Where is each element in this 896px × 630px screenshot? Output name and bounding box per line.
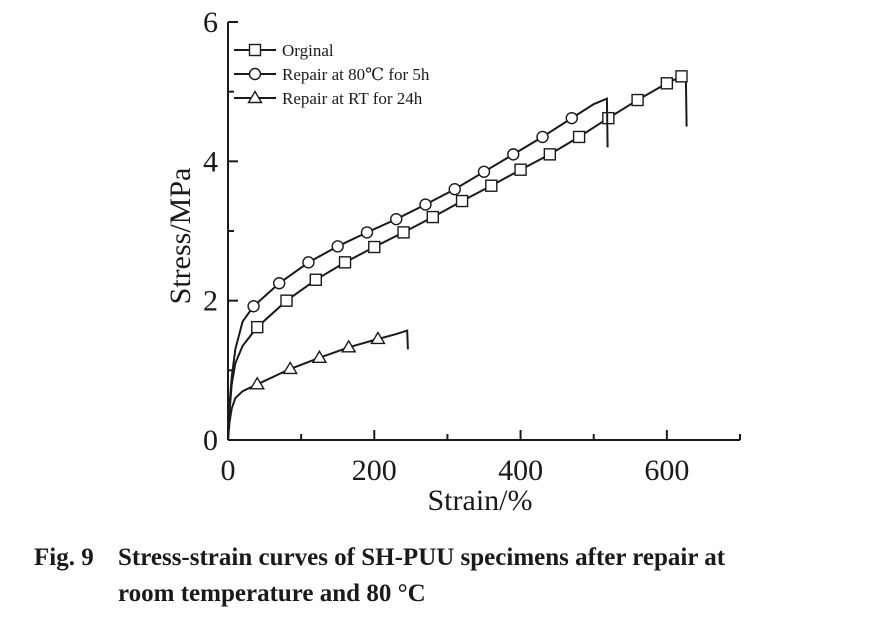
x-tick-label: 600 xyxy=(644,454,689,487)
y-tick-label: 2 xyxy=(203,285,218,318)
x-tick-label: 0 xyxy=(221,454,236,487)
data-point-square xyxy=(280,294,293,307)
data-point-circle xyxy=(565,111,578,125)
data-point-square xyxy=(426,210,439,224)
plot-area xyxy=(227,70,688,441)
axes: 0 200 400 600 0 2 4 6 xyxy=(203,6,741,487)
data-point-triangle xyxy=(249,376,265,390)
series-square xyxy=(227,70,688,441)
data-point-circle xyxy=(302,256,315,269)
y-tick-label: 6 xyxy=(203,6,218,39)
legend-item: Repair at 80℃ for 5h xyxy=(234,65,430,84)
data-point-circle xyxy=(360,226,374,239)
figure-caption: Fig. 9 Stress-strain curves of SH-PUU spe… xyxy=(34,540,874,612)
data-point-circle xyxy=(477,165,491,178)
y-axis-title: Stress/MPa xyxy=(164,168,197,305)
data-point-square xyxy=(543,148,557,161)
data-point-triangle xyxy=(311,349,328,363)
data-point-triangle xyxy=(370,331,386,345)
data-point-square xyxy=(602,111,615,125)
data-point-square xyxy=(338,256,352,269)
legend-marker-square xyxy=(248,43,262,57)
data-point-circle xyxy=(273,277,286,290)
series-circle xyxy=(227,97,609,441)
legend: Orginal Repair at 80℃ for 5h Repair at RT … xyxy=(234,41,430,108)
x-tick-label: 200 xyxy=(352,454,397,487)
data-point-square xyxy=(397,226,410,239)
y-tick-label: 0 xyxy=(203,424,218,457)
caption-line-1: Stress-strain curves of SH-PUU specimens… xyxy=(118,544,726,571)
data-point-square xyxy=(368,240,381,254)
data-point-square xyxy=(572,130,586,144)
x-tick-label: 400 xyxy=(498,454,543,487)
data-point-circle xyxy=(507,148,520,161)
legend-marker-triangle xyxy=(247,90,263,104)
data-point-square xyxy=(660,77,674,90)
data-point-circle xyxy=(331,240,344,253)
legend-item: Repair at RT for 24h xyxy=(234,89,423,108)
stress-strain-chart: 0 200 400 600 0 2 4 6 Orginal Repair at 80℃ for … xyxy=(164,6,741,517)
legend-marker-circle xyxy=(248,67,262,81)
data-point-square xyxy=(309,273,322,286)
y-tick-label: 4 xyxy=(203,145,218,178)
series-line-square xyxy=(227,75,688,441)
data-point-circle xyxy=(419,198,432,211)
data-point-triangle xyxy=(282,361,298,375)
series-triangle xyxy=(227,329,409,441)
data-point-square xyxy=(485,179,498,192)
caption-line-2: room temperature and 80 °C xyxy=(118,580,426,607)
data-point-circle xyxy=(247,300,260,313)
x-axis-title: Strain/% xyxy=(428,484,533,517)
legend-label: Repair at RT for 24h xyxy=(282,89,423,108)
data-point-square xyxy=(514,163,527,176)
figure-number: Fig. 9 xyxy=(34,544,94,571)
data-point-circle xyxy=(390,212,403,226)
data-point-triangle xyxy=(340,339,357,353)
data-point-square xyxy=(675,70,688,83)
legend-item: Orginal xyxy=(234,41,334,60)
legend-label: Orginal xyxy=(282,41,334,60)
data-point-circle xyxy=(448,182,461,196)
data-point-square xyxy=(251,320,264,334)
legend-label: Repair at 80℃ for 5h xyxy=(282,65,430,84)
data-point-circle xyxy=(536,130,549,144)
data-point-square xyxy=(455,194,469,208)
data-point-square xyxy=(631,93,644,107)
